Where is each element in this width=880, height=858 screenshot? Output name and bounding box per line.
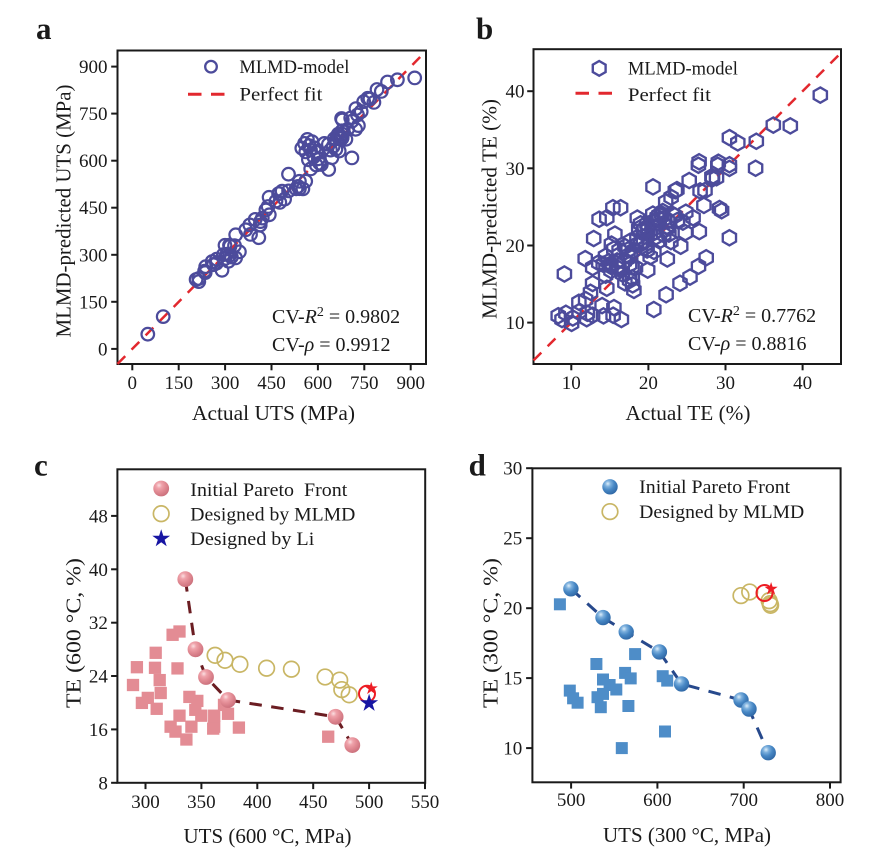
svg-text:30: 30 bbox=[506, 159, 525, 180]
svg-text:Actual TE (%): Actual TE (%) bbox=[626, 401, 751, 425]
svg-text:Perfect fit: Perfect fit bbox=[239, 85, 323, 106]
svg-text:Designed by MLMD: Designed by MLMD bbox=[190, 505, 355, 526]
svg-text:CV-R2 = 0.7762: CV-R2 = 0.7762 bbox=[688, 304, 816, 327]
svg-text:450: 450 bbox=[299, 792, 328, 813]
svg-text:Initial Pareto Front: Initial Pareto Front bbox=[190, 480, 348, 501]
svg-text:40: 40 bbox=[793, 373, 812, 394]
svg-text:CV-R2 = 0.9802: CV-R2 = 0.9802 bbox=[272, 305, 400, 328]
svg-text:a: a bbox=[36, 11, 52, 46]
svg-text:300: 300 bbox=[211, 373, 240, 394]
svg-text:15: 15 bbox=[503, 669, 522, 690]
svg-text:d: d bbox=[469, 448, 486, 483]
svg-text:30: 30 bbox=[503, 459, 522, 480]
svg-text:10: 10 bbox=[506, 313, 525, 334]
svg-text:Designed by Li: Designed by Li bbox=[190, 529, 314, 550]
svg-text:24: 24 bbox=[89, 667, 109, 688]
svg-text:450: 450 bbox=[79, 198, 108, 219]
svg-text:40: 40 bbox=[89, 560, 108, 581]
svg-text:600: 600 bbox=[304, 373, 333, 394]
svg-text:750: 750 bbox=[350, 373, 379, 394]
svg-text:CV-ρ = 0.9912: CV-ρ = 0.9912 bbox=[272, 334, 391, 356]
svg-text:300: 300 bbox=[131, 792, 160, 813]
svg-text:900: 900 bbox=[79, 57, 108, 78]
svg-text:MLMD-predicted UTS (MPa): MLMD-predicted UTS (MPa) bbox=[52, 85, 76, 338]
svg-text:450: 450 bbox=[257, 373, 286, 394]
svg-text:MLMD-model: MLMD-model bbox=[628, 58, 738, 79]
svg-text:550: 550 bbox=[411, 792, 440, 813]
svg-text:UTS (300 °C, MPa): UTS (300 °C, MPa) bbox=[603, 823, 771, 847]
svg-text:25: 25 bbox=[503, 529, 522, 550]
svg-text:16: 16 bbox=[89, 720, 108, 741]
svg-text:CV-ρ = 0.8816: CV-ρ = 0.8816 bbox=[688, 333, 807, 355]
svg-text:600: 600 bbox=[643, 790, 672, 811]
svg-text:Actual UTS (MPa): Actual UTS (MPa) bbox=[192, 401, 355, 425]
svg-text:10: 10 bbox=[562, 373, 581, 394]
svg-text:20: 20 bbox=[506, 236, 525, 257]
svg-text:8: 8 bbox=[98, 773, 108, 794]
svg-text:500: 500 bbox=[355, 792, 384, 813]
svg-text:b: b bbox=[476, 11, 493, 46]
svg-text:MLMD-model: MLMD-model bbox=[239, 57, 349, 78]
svg-text:Perfect fit: Perfect fit bbox=[628, 85, 712, 106]
svg-text:40: 40 bbox=[506, 82, 525, 103]
svg-text:30: 30 bbox=[716, 373, 735, 394]
svg-text:0: 0 bbox=[98, 339, 108, 360]
svg-text:48: 48 bbox=[89, 506, 108, 527]
svg-text:10: 10 bbox=[503, 739, 522, 760]
svg-text:150: 150 bbox=[79, 292, 108, 313]
svg-text:c: c bbox=[34, 448, 48, 483]
svg-text:TE (300 °C, %): TE (300 °C, %) bbox=[479, 558, 503, 708]
svg-text:600: 600 bbox=[79, 151, 108, 172]
svg-text:20: 20 bbox=[639, 373, 658, 394]
svg-text:Initial Pareto Front: Initial Pareto Front bbox=[639, 477, 791, 498]
svg-text:32: 32 bbox=[89, 613, 108, 634]
svg-text:500: 500 bbox=[557, 790, 586, 811]
svg-text:700: 700 bbox=[729, 790, 758, 811]
svg-text:MLMD-predicted TE (%): MLMD-predicted TE (%) bbox=[478, 99, 502, 319]
svg-text:UTS (600 °C, MPa): UTS (600 °C, MPa) bbox=[184, 824, 352, 848]
svg-text:150: 150 bbox=[164, 373, 193, 394]
svg-text:20: 20 bbox=[503, 599, 522, 620]
svg-text:300: 300 bbox=[79, 245, 108, 266]
svg-text:TE (600 °C, %): TE (600 °C, %) bbox=[62, 558, 86, 708]
svg-text:900: 900 bbox=[396, 373, 425, 394]
svg-text:800: 800 bbox=[816, 790, 845, 811]
svg-text:350: 350 bbox=[187, 792, 216, 813]
svg-text:0: 0 bbox=[128, 373, 138, 394]
svg-text:400: 400 bbox=[243, 792, 272, 813]
svg-text:750: 750 bbox=[79, 104, 108, 125]
svg-text:Designed by MLMD: Designed by MLMD bbox=[639, 502, 804, 523]
